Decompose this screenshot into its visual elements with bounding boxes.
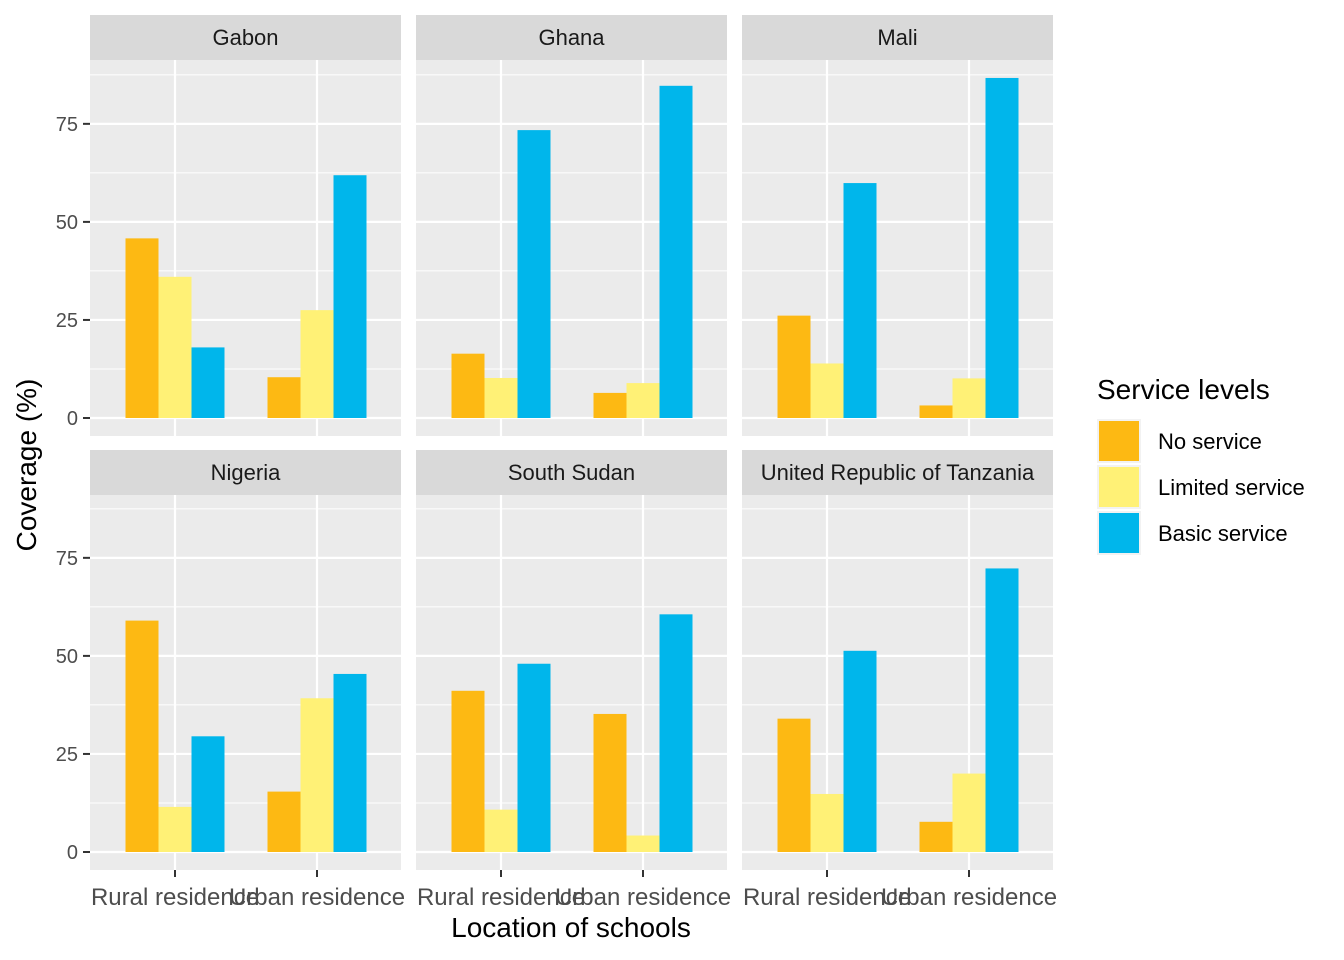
facet-panels: Gabon Ghana Mali Nigeria South Sudan United R… [90,15,1053,870]
bar [158,276,192,418]
facet-strip [90,15,401,60]
legend-item: Basic service [1097,511,1288,555]
bar [952,773,986,852]
bar [593,713,627,852]
legend-swatch [1099,421,1139,461]
bar [593,392,627,418]
y-axis-title: Coverage (%) [11,379,42,552]
bar [626,383,660,418]
y-tick-label: 25 [56,310,78,332]
bar [517,663,551,852]
bar [843,650,877,852]
bar [777,718,811,852]
bar [843,183,877,418]
legend-label: No service [1158,429,1262,454]
bar [267,791,301,852]
legend-label: Limited service [1158,475,1305,500]
bar [985,568,1019,852]
facet-title: Nigeria [211,460,281,485]
facet-strip [742,450,1053,495]
bar [810,793,844,852]
facet-panel: United Republic of Tanzania [742,450,1053,870]
facet-title: United Republic of Tanzania [761,460,1035,485]
bar [158,806,192,852]
y-tick-label: 50 [56,646,78,668]
x-axis-title: Location of schools [451,912,691,943]
facet-title: Gabon [212,25,278,50]
facet-panel: Mali [742,15,1053,436]
facet-strip [742,15,1053,60]
bar [484,377,518,418]
x-tick-label: Rural residence [417,884,585,911]
x-tick-label: Rural residence [91,884,259,911]
x-tick-label: Rural residence [743,884,911,911]
bar [517,130,551,419]
bar [451,690,485,852]
x-tick-label: Urban residence [229,884,405,911]
facet-title: Mali [877,25,917,50]
facet-panel: Gabon [90,15,401,436]
legend-swatch [1099,513,1139,553]
bar [985,77,1019,419]
bar [626,835,660,852]
x-tick-label: Urban residence [881,884,1057,911]
y-tick-label: 0 [67,408,78,430]
y-tick-label: 50 [56,212,78,234]
facet-strip [90,450,401,495]
bar [333,673,367,852]
bar [125,620,159,852]
facet-strip [416,15,727,60]
y-tick-label: 0 [67,842,78,864]
bar [191,347,225,418]
bar [451,353,485,418]
legend: Service levels No service Limited service… [1097,374,1305,555]
facet-panel: Nigeria [90,450,401,870]
bar [125,238,159,418]
bar [659,614,693,852]
bar [777,315,811,418]
bar [300,698,334,852]
bar [267,377,301,418]
y-tick-label: 25 [56,744,78,766]
y-tick-label: 75 [56,548,78,570]
y-tick-label: 75 [56,114,78,136]
legend-item: No service [1097,419,1262,463]
bar [300,310,334,418]
facet-title: South Sudan [508,460,635,485]
legend-title: Service levels [1097,374,1270,405]
x-tick-label: Urban residence [555,884,731,911]
facet-panel: South Sudan [416,450,727,870]
bar [659,85,693,418]
facet-panel: Ghana [416,15,727,436]
bar [333,175,367,418]
facet-title: Ghana [538,25,605,50]
bar [810,363,844,418]
legend-swatch [1099,467,1139,507]
facet-strip [416,450,727,495]
legend-label: Basic service [1158,521,1288,546]
legend-item: Limited service [1097,465,1305,509]
bar [484,809,518,852]
bar [191,736,225,852]
bar [919,821,953,852]
bar [919,405,953,418]
bar [952,378,986,418]
